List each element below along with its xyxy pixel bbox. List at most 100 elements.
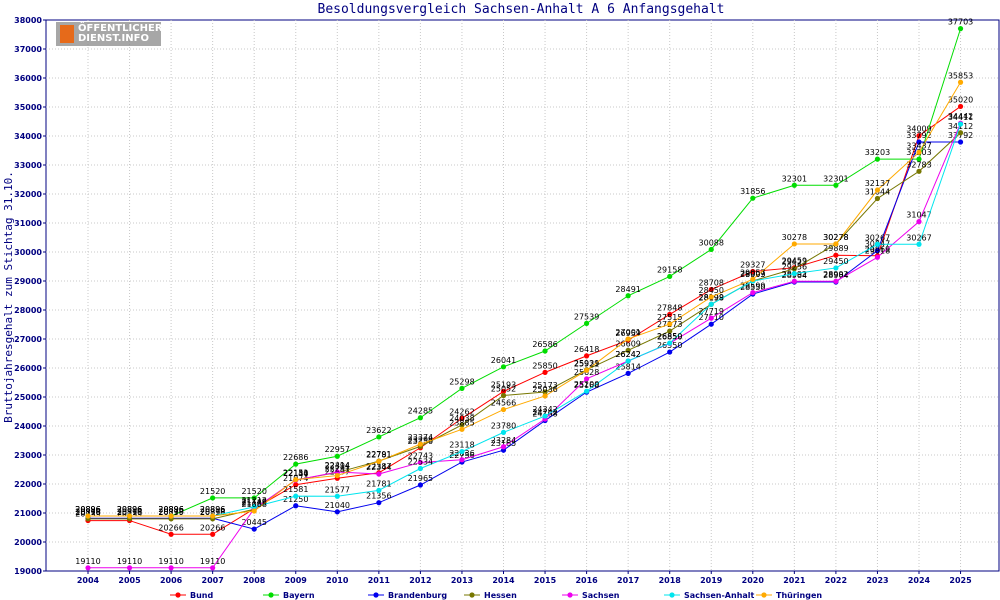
data-point — [874, 195, 881, 202]
data-label: 21581 — [283, 485, 308, 494]
data-point — [708, 321, 714, 327]
data-label: 34009 — [906, 125, 931, 134]
data-label: 23165 — [491, 439, 516, 448]
data-point — [667, 311, 673, 318]
data-point — [874, 241, 881, 247]
data-point — [376, 471, 382, 477]
logo-icon — [60, 25, 74, 43]
data-point — [542, 369, 548, 375]
data-point — [293, 461, 299, 467]
data-point — [667, 321, 673, 327]
data-point — [542, 393, 548, 399]
data-label: 25168 — [574, 381, 599, 390]
data-point — [542, 348, 548, 354]
data-label: 31856 — [740, 187, 765, 196]
y-tick-label: 26000 — [14, 364, 42, 373]
data-point — [667, 340, 673, 346]
x-tick-label: 2023 — [866, 576, 888, 585]
x-tick-label: 2025 — [949, 576, 972, 585]
data-label: 23298 — [408, 435, 433, 444]
data-label: 28999 — [740, 270, 765, 279]
series-line-bund — [88, 106, 961, 535]
data-label: 25298 — [449, 377, 474, 386]
legend-label: Bund — [190, 591, 213, 600]
y-tick-label: 33000 — [14, 161, 42, 170]
data-point — [168, 565, 174, 571]
data-label: 26418 — [574, 345, 599, 354]
data-label: 26242 — [615, 350, 640, 359]
data-point — [791, 182, 797, 188]
series-line-sachsen — [88, 122, 962, 569]
data-label: 20818 — [75, 507, 100, 516]
data-label: 20896 — [117, 505, 142, 514]
data-point — [584, 320, 590, 326]
data-label: 32301 — [782, 174, 807, 183]
data-point — [459, 385, 465, 391]
data-label: 24262 — [449, 407, 474, 416]
series-line-th-ringen — [88, 82, 961, 517]
data-point — [459, 426, 465, 432]
data-label: 28708 — [699, 278, 724, 287]
data-point — [833, 252, 839, 258]
data-label: 26850 — [657, 332, 682, 341]
data-label: 23284 — [491, 436, 516, 445]
data-label: 27848 — [657, 303, 682, 312]
data-label: 23250 — [408, 437, 433, 446]
data-label: 20799 — [200, 508, 225, 517]
data-label: 29256 — [782, 263, 807, 272]
data-label: 21068 — [241, 500, 266, 509]
data-label: 20896 — [200, 505, 225, 514]
data-point — [168, 513, 174, 519]
data-point — [584, 353, 590, 359]
legend-swatch-marker — [567, 592, 573, 598]
data-point — [957, 26, 964, 32]
data-point — [750, 276, 756, 282]
data-label: 23780 — [491, 421, 516, 430]
data-label: 28992 — [823, 270, 848, 279]
data-point — [625, 347, 631, 353]
data-label: 25939 — [574, 359, 599, 368]
x-tick-label: 2016 — [575, 576, 598, 585]
data-label: 21250 — [283, 495, 308, 504]
data-label: 22957 — [325, 445, 350, 454]
data-point — [874, 187, 881, 193]
x-tick-label: 2014 — [492, 576, 515, 585]
data-point — [625, 370, 631, 376]
data-label: 26242 — [615, 350, 640, 359]
data-point — [126, 513, 133, 519]
series-th-ringen: 20896 20896 20896 20896 21068 22151 22291 22781… — [75, 71, 973, 519]
x-tick-label: 2021 — [783, 576, 806, 585]
data-label: 20445 — [241, 518, 266, 527]
logo-text-line1: ÖFFENTLICHER — [78, 23, 163, 34]
data-point — [584, 388, 590, 394]
series-line-sachsen-anhalt — [88, 123, 962, 517]
data-point — [334, 469, 340, 475]
data-label: 32137 — [865, 179, 890, 188]
data-label: 19110 — [117, 557, 142, 566]
gridlines — [46, 20, 999, 571]
legend-swatch-marker — [373, 592, 379, 598]
data-point — [708, 301, 714, 307]
legend-swatch-marker — [469, 592, 475, 598]
y-tick-label: 24000 — [14, 422, 42, 431]
x-tick-label: 2011 — [368, 576, 391, 585]
data-point — [791, 266, 797, 272]
data-label: 34411 — [948, 113, 973, 122]
data-label: 29818 — [865, 246, 890, 255]
data-point — [957, 130, 964, 136]
y-tick-label: 19000 — [14, 567, 42, 576]
y-tick-label: 20000 — [14, 538, 42, 547]
data-point — [916, 241, 922, 247]
data-label: 30278 — [823, 233, 848, 242]
data-label: 20799 — [158, 508, 183, 517]
data-label: 31047 — [906, 211, 931, 220]
data-point — [750, 290, 756, 296]
data-label: 19110 — [158, 557, 183, 566]
data-label: 33437 — [906, 141, 931, 150]
data-label: 20896 — [117, 505, 142, 514]
data-point — [500, 364, 507, 370]
data-point — [916, 139, 922, 145]
y-tick-label: 27000 — [14, 335, 42, 344]
data-label: 21520 — [241, 487, 266, 496]
data-label: 20896 — [158, 505, 183, 514]
